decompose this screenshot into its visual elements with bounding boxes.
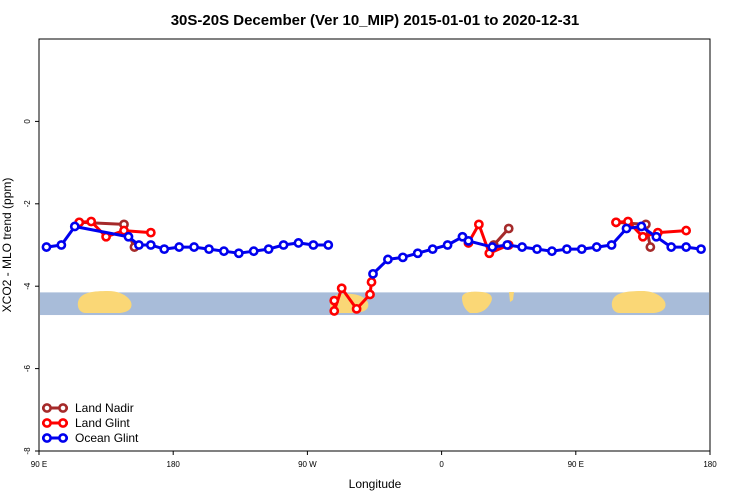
- legend-label: Land Nadir: [75, 401, 134, 415]
- africa-land: [462, 291, 492, 313]
- land-glint-point: [365, 289, 375, 300]
- ocean-glint-point: [463, 235, 474, 246]
- legend-swatch-point: [42, 403, 52, 413]
- y-tick-label: -6: [23, 364, 32, 372]
- x-tick-label: 180: [167, 460, 181, 469]
- ocean-glint-point: [263, 244, 274, 255]
- land-glint-point: [681, 225, 692, 236]
- ocean-band: [40, 292, 709, 316]
- ocean-glint-point: [696, 244, 706, 255]
- ocean-glint-point: [159, 244, 170, 255]
- series-layer: [41, 216, 706, 316]
- ocean-glint-point: [606, 240, 617, 250]
- ocean-glint-point: [383, 254, 393, 265]
- legend-swatch-point: [42, 418, 52, 428]
- ocean-glint-point: [681, 242, 692, 252]
- x-axis: 90 E 180 90 W 0 90 E 180: [31, 451, 717, 469]
- y-axis: 0 -2 -4 -6 -8: [23, 119, 39, 455]
- ocean-glint-point: [145, 240, 156, 250]
- x-tick-label: 90 E: [31, 460, 47, 469]
- ocean-glint-point: [204, 244, 214, 255]
- legend-swatch-point: [42, 433, 52, 443]
- australia-land-2: [611, 291, 666, 313]
- x-tick-label: 90 W: [298, 460, 317, 469]
- land-glint-point: [611, 217, 621, 228]
- ocean-glint-point: [621, 223, 632, 234]
- ocean-glint-point: [397, 252, 408, 263]
- ocean-glint-point: [278, 240, 289, 250]
- ocean-glint-point: [502, 240, 513, 250]
- ocean-glint-point: [576, 244, 587, 255]
- ocean-glint-point: [123, 231, 134, 242]
- ocean-glint-point: [41, 242, 52, 252]
- ocean-glint-point: [412, 248, 423, 259]
- legend-swatch-point: [58, 418, 68, 428]
- legend-label: Land Glint: [75, 416, 130, 430]
- land-glint-point: [329, 306, 340, 316]
- legend-item-ocean-glint: Ocean Glint: [42, 431, 139, 445]
- legend-swatch-point: [58, 433, 68, 443]
- ocean-glint-point: [636, 221, 647, 232]
- plot-frame: [38, 38, 711, 452]
- legend-item-land-glint: Land Glint: [42, 416, 130, 430]
- ocean-glint-point: [189, 242, 199, 252]
- ocean-glint-point: [134, 240, 144, 250]
- x-axis-title: Longitude: [349, 477, 402, 491]
- ocean-glint-point: [591, 242, 602, 252]
- ocean-glint-point: [427, 244, 438, 255]
- chart-title: 30S-20S December (Ver 10_MIP) 2015-01-01…: [171, 12, 580, 29]
- series-ocean-glint: [41, 221, 706, 279]
- ocean-glint-point: [323, 240, 334, 250]
- legend-swatch-point: [58, 403, 68, 413]
- land-nadir-point: [645, 242, 656, 252]
- australia-land: [77, 291, 132, 313]
- y-tick-label: -4: [23, 282, 32, 290]
- y-axis-title: XCO2 - MLO trend (ppm): [0, 178, 14, 313]
- ocean-glint-point: [174, 242, 185, 252]
- ocean-glint-point: [293, 238, 304, 248]
- land-glint-point: [145, 227, 156, 238]
- ocean-glint-point: [532, 244, 542, 255]
- y-tick-label: -2: [23, 200, 32, 208]
- ocean-glint-point: [442, 240, 453, 250]
- ocean-glint-point: [308, 240, 319, 250]
- land-nadir-point: [503, 223, 514, 234]
- y-tick-label: -8: [23, 447, 32, 455]
- x-tick-label: 180: [703, 460, 717, 469]
- ocean-glint-point: [69, 221, 80, 232]
- madagascar-land: [509, 292, 514, 302]
- land-glint-point: [366, 277, 377, 287]
- ocean-glint-point: [368, 268, 378, 279]
- ocean-glint-point: [666, 242, 677, 252]
- x-tick-label: 90 E: [568, 460, 584, 469]
- legend-label: Ocean Glint: [75, 431, 139, 445]
- ocean-glint-point: [651, 231, 662, 242]
- land-glint-point: [336, 283, 347, 294]
- ocean-glint-point: [547, 246, 557, 257]
- ocean-glint-point: [487, 242, 498, 252]
- legend-item-land-nadir: Land Nadir: [42, 401, 134, 415]
- ocean-glint-point: [218, 246, 229, 257]
- ocean-glint-point: [248, 246, 259, 257]
- land-glint-point: [638, 231, 648, 242]
- ocean-glint-point: [561, 244, 572, 255]
- land-glint-point: [351, 303, 362, 314]
- land-glint-point: [119, 225, 129, 236]
- ocean-glint-point: [517, 242, 528, 252]
- land-glint-line: [467, 222, 510, 255]
- land-glint-point: [86, 216, 97, 227]
- x-tick-label: 0: [439, 460, 444, 469]
- land-glint-point: [473, 219, 484, 230]
- y-tick-label: 0: [23, 119, 32, 124]
- land-glint-point: [329, 295, 340, 306]
- ocean-glint-point: [233, 248, 244, 259]
- ocean-glint-point: [56, 240, 67, 250]
